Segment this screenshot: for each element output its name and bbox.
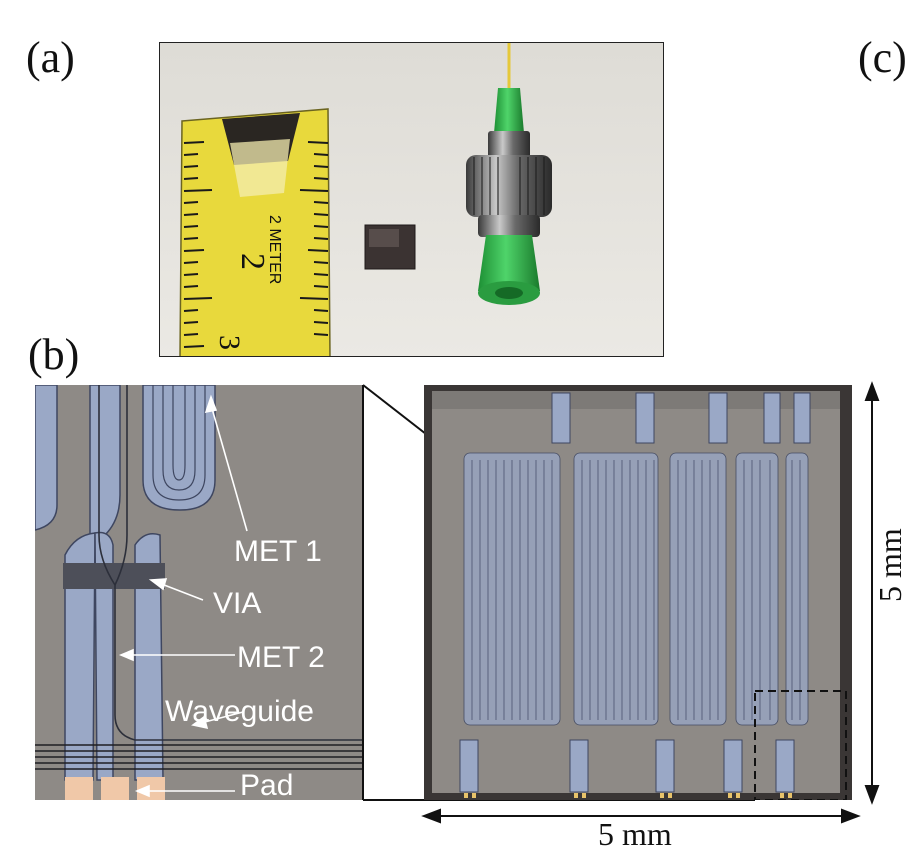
waveguide-bundle bbox=[35, 744, 363, 770]
waveguide-groups bbox=[463, 452, 809, 726]
micrograph-closeup: MET 1 VIA MET 2 Waveguide Pad bbox=[35, 385, 363, 800]
metal-traces-top bbox=[35, 385, 216, 536]
height-dimension-label: 5 mm bbox=[872, 528, 908, 602]
splitter-traces bbox=[98, 385, 363, 741]
waveguide-lines bbox=[471, 460, 801, 720]
loop-traces bbox=[152, 385, 206, 501]
panel-label-a: (a) bbox=[26, 33, 75, 82]
tape-marking-meter: 2 METER bbox=[266, 215, 283, 284]
width-dimension-label: 5 mm bbox=[598, 816, 672, 852]
chip-overview-micrograph bbox=[424, 385, 852, 800]
bond-pads bbox=[65, 777, 165, 800]
via-band bbox=[63, 563, 165, 589]
callout-arrows bbox=[118, 394, 248, 798]
tape-marking-3: 3 bbox=[213, 335, 246, 350]
callout-waveguide: Waveguide bbox=[165, 695, 314, 728]
fiber-connector bbox=[466, 43, 552, 305]
callout-met2: MET 2 bbox=[237, 641, 325, 674]
callout-pad: Pad bbox=[240, 769, 294, 801]
micrograph-illustration bbox=[35, 385, 363, 800]
chip-overview-illustration bbox=[424, 385, 852, 800]
panel-label-c: (c) bbox=[858, 33, 907, 82]
photo-a-illustration: 2 2 METER 3 bbox=[160, 43, 663, 356]
tape-marking-2-large: 2 bbox=[234, 253, 271, 270]
callout-via: VIA bbox=[213, 587, 262, 620]
photo-chip-size-comparison: 2 2 METER 3 bbox=[159, 42, 664, 357]
edge-pads bbox=[464, 793, 792, 798]
zoom-region-box bbox=[754, 690, 847, 800]
tape-measure: 2 2 METER 3 bbox=[179, 108, 331, 356]
callout-met1: MET 1 bbox=[234, 535, 322, 568]
panel-label-b: (b) bbox=[28, 330, 80, 379]
bottom-couplers bbox=[459, 739, 795, 793]
top-couplers bbox=[551, 392, 811, 444]
photonic-chip-sample bbox=[364, 224, 416, 270]
